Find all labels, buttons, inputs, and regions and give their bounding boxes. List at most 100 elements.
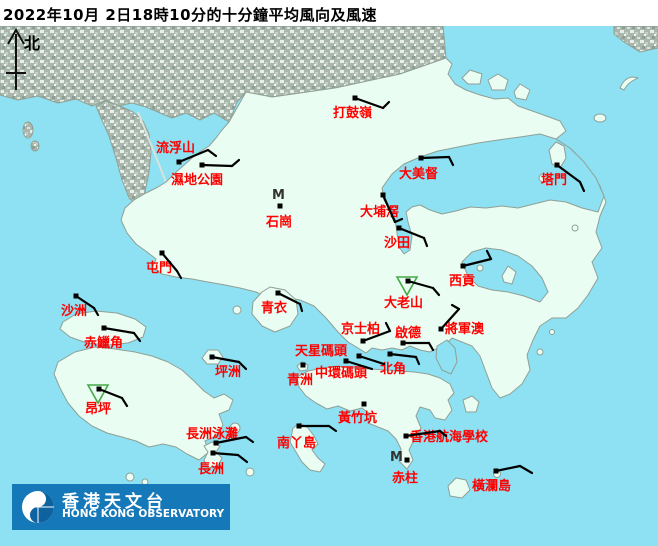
station-dot-icon [101, 325, 107, 331]
station-dot-icon [352, 95, 358, 101]
wind-barb-icon [450, 303, 461, 311]
station-打鼓嶺 [352, 95, 391, 110]
station-大埔滘 [380, 192, 404, 224]
station-dot-icon [199, 162, 205, 168]
wind-barb-icon [200, 163, 234, 168]
station-label-香港航海學校: 香港航海學校 [409, 429, 489, 445]
station-沙洲 [73, 293, 100, 317]
station-橫瀾島 [493, 464, 534, 475]
station-label-沙田: 沙田 [384, 236, 410, 251]
north-label: 北 [24, 34, 41, 53]
wind-barb-icon [427, 341, 435, 352]
station-dot-icon [403, 433, 409, 439]
wind-barb-icon [419, 155, 451, 160]
station-dot-icon [213, 440, 219, 446]
wind-barb-icon [210, 355, 241, 364]
wind-barb-icon [92, 306, 100, 317]
wind-barb-icon [393, 217, 404, 224]
wind-barb-icon [494, 464, 522, 473]
logo-english-text: HONG KONG OBSERVATORY [62, 508, 225, 520]
junk-bay [435, 339, 458, 375]
wind-barb-icon [160, 251, 179, 273]
wind-barb-icon [357, 354, 386, 366]
station-dot-icon [396, 225, 402, 231]
wind-barb-icon [381, 193, 397, 224]
station-dot-icon [277, 203, 283, 209]
wind-barb-icon [211, 451, 240, 457]
station-dot-icon [73, 293, 79, 299]
wind-barb-icon [175, 269, 183, 280]
station-黃竹坑 [361, 401, 367, 407]
wind-barb-icon [353, 96, 385, 110]
station-label-南丫島: 南丫島 [277, 435, 316, 451]
station-dot-icon [438, 326, 444, 332]
station-label-黃竹坑: 黃竹坑 [337, 410, 377, 426]
station-dot-icon [387, 351, 393, 357]
wind-barb-icon [237, 360, 248, 371]
wind-vane-triangle-icon [395, 276, 419, 297]
wind-barb-icon [404, 429, 442, 438]
station-青衣 [275, 290, 304, 313]
wind-barb-icon [381, 100, 391, 110]
station-西貢 [460, 249, 493, 269]
station-label-中環碼頭: 中環碼頭 [315, 365, 368, 381]
station-label-青衣: 青衣 [261, 300, 287, 316]
station-dot-icon [209, 354, 215, 360]
station-label-西貢: 西貢 [449, 274, 475, 289]
wind-barb-icon [461, 257, 493, 268]
station-dot-icon [460, 263, 466, 269]
wind-barb-icon [397, 226, 426, 240]
station-大老山 [395, 276, 441, 297]
wind-barb-icon [97, 387, 124, 400]
north-arrow-icon [6, 27, 26, 90]
station-dot-icon [361, 401, 367, 407]
station-dot-icon [296, 423, 302, 429]
wind-barb-icon [431, 286, 441, 297]
station-昂坪 [86, 384, 129, 408]
station-中環碼頭 [343, 358, 374, 371]
wind-barb-icon [177, 148, 210, 164]
islands [53, 69, 639, 499]
missing-data-marker: M [390, 450, 403, 465]
station-label-大美督: 大美督 [399, 166, 438, 182]
wind-barb-icon [438, 429, 448, 438]
station-天星碼頭 [356, 353, 386, 366]
station-label-濕地公園: 濕地公園 [171, 172, 223, 188]
station-label-青洲: 青洲 [287, 372, 313, 388]
station-label-啟德: 啟德 [395, 325, 421, 341]
wind-barb-icon [555, 163, 582, 184]
station-dot-icon [404, 457, 410, 463]
station-長洲泳灘 [213, 435, 255, 446]
station-dot-icon [343, 358, 349, 364]
station-dot-icon [275, 290, 281, 296]
station-南丫島 [296, 423, 338, 433]
station-label-大老山: 大老山 [384, 295, 423, 311]
wind-barb-icon [361, 329, 392, 343]
wind-barb-icon [406, 279, 435, 290]
station-label-塔門: 塔門 [541, 172, 567, 188]
wind-barb-icon [388, 352, 418, 359]
missing-data-marker: M [272, 188, 285, 203]
station-dot-icon [418, 155, 424, 161]
station-label-打鼓嶺: 打鼓嶺 [333, 105, 372, 121]
station-流浮山 [176, 148, 218, 165]
station-dot-icon [356, 353, 362, 359]
tolo-harbour [381, 133, 605, 255]
station-dot-icon [176, 159, 182, 165]
station-label-赤柱: 赤柱 [392, 470, 418, 486]
station-dot-icon [493, 468, 499, 474]
wind-barb-icon [422, 236, 429, 248]
station-label-昂坪: 昂坪 [85, 401, 111, 417]
wind-barb-icon [384, 321, 392, 333]
wind-barb-icon [206, 148, 218, 158]
station-label-天星碼頭: 天星碼頭 [295, 344, 348, 359]
station-香港航海學校 [403, 429, 448, 439]
station-大美督 [418, 155, 455, 167]
shenzhen-bay-bridge [137, 111, 167, 183]
wind-vane-triangle-icon [86, 384, 110, 405]
logo-chinese-text: 香港天文台 [62, 492, 167, 512]
station-塔門 [554, 162, 586, 193]
station-label-赤鱲角: 赤鱲角 [84, 335, 123, 351]
station-dot-icon [400, 340, 406, 346]
